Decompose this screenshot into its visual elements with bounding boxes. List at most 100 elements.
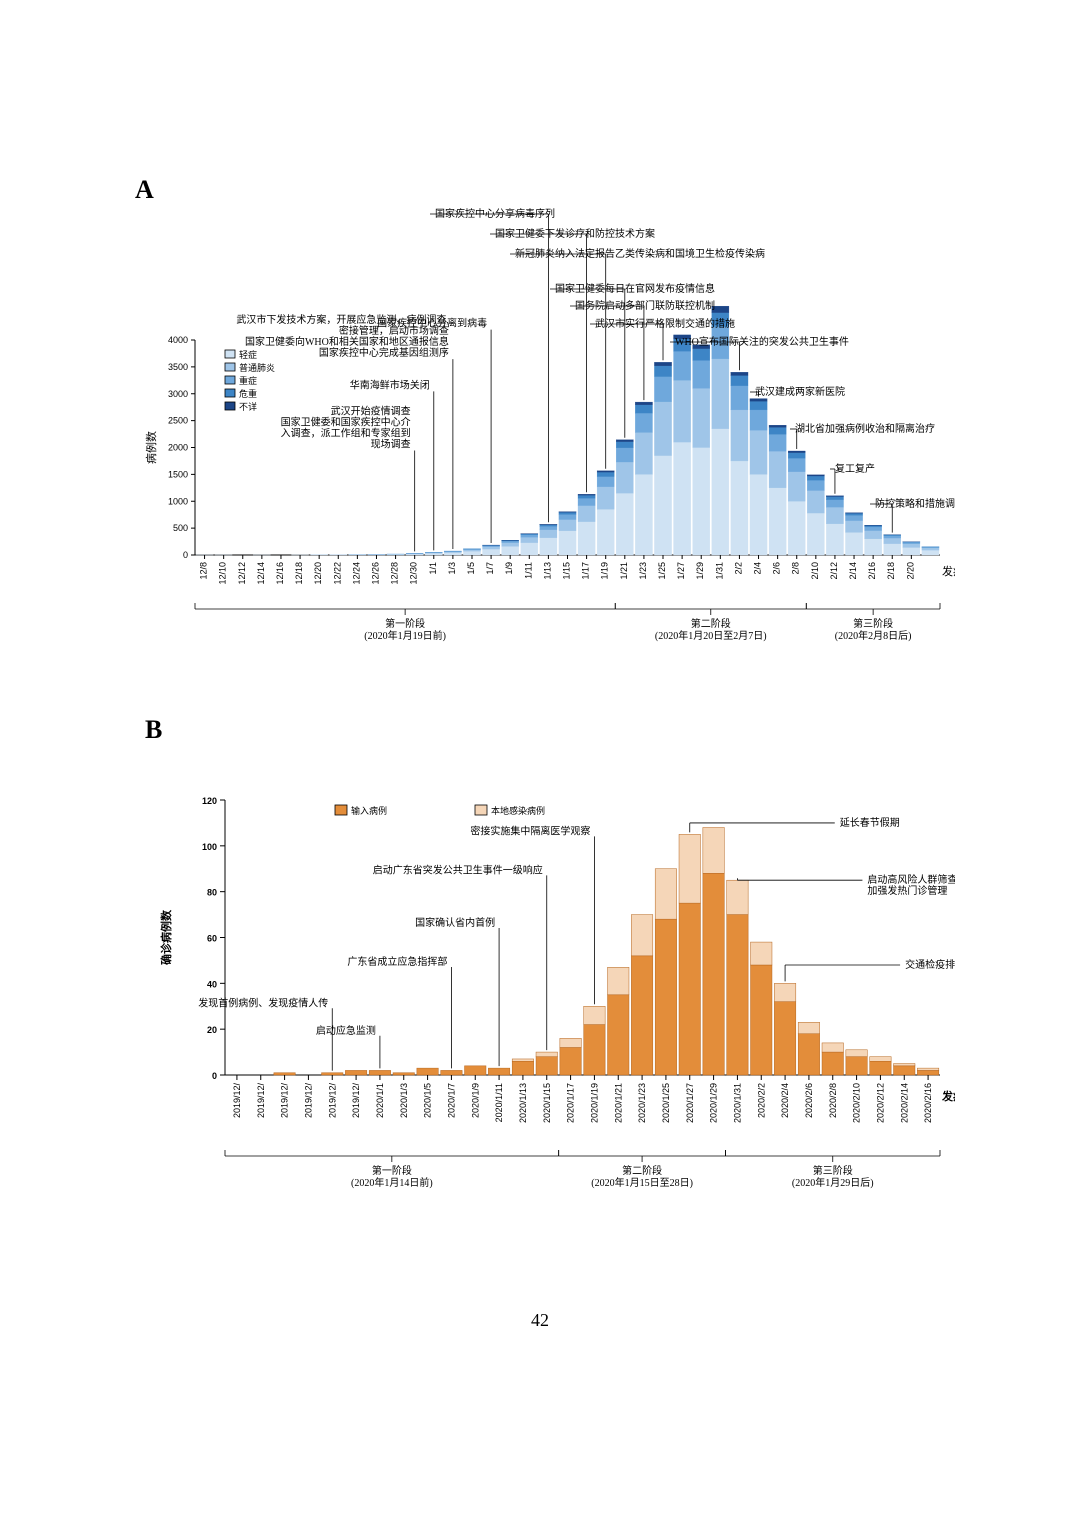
svg-text:确诊病例数: 确诊病例数 [159,909,173,965]
svg-text:0: 0 [183,550,188,560]
svg-text:1/31: 1/31 [714,562,724,580]
svg-text:1500: 1500 [168,469,188,479]
svg-text:湖北省加强病例收治和隔离治疗: 湖北省加强病例收治和隔离治疗 [795,422,935,435]
svg-text:2020/1/3: 2020/1/3 [399,1083,409,1118]
svg-text:2020/2/2: 2020/2/2 [756,1083,766,1118]
svg-text:普通肺炎: 普通肺炎 [239,362,275,373]
svg-text:1/15: 1/15 [562,562,572,580]
svg-text:2020/1/1: 2020/1/1 [375,1083,385,1118]
svg-text:12/24: 12/24 [351,562,361,585]
svg-text:1/21: 1/21 [619,562,629,580]
svg-text:1/7: 1/7 [485,562,495,575]
svg-text:2019/12/: 2019/12/ [280,1083,290,1119]
svg-text:12/30: 12/30 [409,562,419,585]
svg-text:12/10: 12/10 [218,562,228,585]
chart-b: 020406080100120确诊病例数2019/12/2019/12/2019… [135,770,955,1240]
svg-text:国家卫健委和国家疾控中心介: 国家卫健委和国家疾控中心介 [281,416,411,429]
svg-text:入调查，派工作组和专家组到: 入调查，派工作组和专家组到 [281,427,411,440]
svg-text:2020/1/29: 2020/1/29 [709,1083,719,1123]
svg-text:2020/1/15: 2020/1/15 [542,1083,552,1123]
svg-text:国家疾控中心完成基因组测序: 国家疾控中心完成基因组测序 [319,346,449,359]
svg-text:轻症: 轻症 [239,349,257,360]
svg-text:2020/1/21: 2020/1/21 [613,1083,623,1123]
svg-text:国家卫健委向WHO和相关国家和地区通报信息: 国家卫健委向WHO和相关国家和地区通报信息 [245,335,449,348]
svg-text:2/20: 2/20 [905,562,915,580]
svg-text:本地感染病例: 本地感染病例 [491,805,545,816]
svg-text:防控策略和措施调整: 防控策略和措施调整 [875,497,955,510]
svg-text:12/16: 12/16 [275,562,285,585]
svg-text:12/28: 12/28 [390,562,400,585]
svg-text:2020/1/7: 2020/1/7 [446,1083,456,1118]
svg-text:2/18: 2/18 [886,562,896,580]
svg-text:12/14: 12/14 [256,562,266,585]
svg-text:启动应急监测: 启动应急监测 [316,1024,376,1037]
page-number: 42 [531,1310,549,1331]
svg-text:发现首例病例、发现疫情人传: 发现首例病例、发现疫情人传 [198,996,328,1009]
svg-text:1000: 1000 [168,496,188,506]
svg-text:2020/1/31: 2020/1/31 [732,1083,742,1123]
svg-text:1/5: 1/5 [466,562,476,575]
svg-text:2019/12/: 2019/12/ [303,1083,313,1119]
svg-text:2020/2/8: 2020/2/8 [828,1083,838,1118]
panel-b-label: B [145,715,162,745]
svg-text:发病日期: 发病日期 [941,1089,955,1103]
svg-text:2019/12/: 2019/12/ [232,1083,242,1119]
svg-text:延长春节假期: 延长春节假期 [840,816,900,829]
svg-text:第一阶段: 第一阶段 [372,1164,412,1177]
svg-text:2500: 2500 [168,416,188,426]
svg-text:病例数: 病例数 [144,431,158,464]
svg-text:2020/2/4: 2020/2/4 [780,1083,790,1118]
svg-text:120: 120 [202,796,217,806]
svg-text:广东省成立应急指挥部: 广东省成立应急指挥部 [347,955,447,968]
svg-text:2/12: 2/12 [829,562,839,580]
svg-text:国家疾控中心分享病毒序列: 国家疾控中心分享病毒序列 [435,207,555,220]
svg-text:1/29: 1/29 [695,562,705,580]
svg-text:加强发热门诊管理: 加强发热门诊管理 [867,884,947,897]
svg-text:(2020年1月19日前): (2020年1月19日前) [364,629,446,642]
svg-text:2019/12/: 2019/12/ [256,1083,266,1119]
svg-text:12/22: 12/22 [332,562,342,585]
svg-text:3000: 3000 [168,389,188,399]
svg-text:40: 40 [207,979,217,989]
svg-text:WHO宣布国际关注的突发公共卫生事件: WHO宣布国际关注的突发公共卫生事件 [675,335,849,348]
svg-text:(2020年1月20日至2月7日): (2020年1月20日至2月7日) [655,629,767,642]
svg-text:危重: 危重 [239,388,257,399]
svg-text:1/13: 1/13 [542,562,552,580]
page-container: A 05001000150020002500300035004000病例数12/… [0,0,1080,1527]
svg-text:(2020年1月29日后): (2020年1月29日后) [792,1176,874,1189]
svg-text:2020/1/25: 2020/1/25 [661,1083,671,1123]
svg-text:2020/1/13: 2020/1/13 [518,1083,528,1123]
svg-text:2020/1/23: 2020/1/23 [637,1083,647,1123]
svg-text:2020/1/5: 2020/1/5 [423,1083,433,1118]
svg-text:1/9: 1/9 [504,562,514,575]
svg-text:第二阶段: 第二阶段 [622,1164,662,1177]
svg-text:1/27: 1/27 [676,562,686,580]
svg-text:密接实施集中隔离医学观察: 密接实施集中隔离医学观察 [470,824,590,837]
svg-text:1/3: 1/3 [447,562,457,575]
svg-text:12/12: 12/12 [237,562,247,585]
svg-text:2020/2/10: 2020/2/10 [852,1083,862,1123]
svg-text:2/4: 2/4 [753,562,763,575]
svg-text:2019/12/: 2019/12/ [351,1083,361,1119]
svg-text:武汉市实行严格限制交通的措施: 武汉市实行严格限制交通的措施 [595,317,735,330]
svg-text:重症: 重症 [239,375,257,386]
svg-text:2020/2/16: 2020/2/16 [923,1083,933,1123]
svg-text:2000: 2000 [168,443,188,453]
svg-text:2020/1/9: 2020/1/9 [470,1083,480,1118]
svg-text:国家疾控中心分离到病毒: 国家疾控中心分离到病毒 [377,317,487,330]
chart-a: 05001000150020002500300035004000病例数12/81… [135,200,955,670]
svg-text:60: 60 [207,934,217,944]
svg-text:2020/2/14: 2020/2/14 [899,1083,909,1123]
svg-text:输入病例: 输入病例 [351,805,387,816]
svg-text:第三阶段: 第三阶段 [813,1164,853,1177]
svg-text:2020/2/6: 2020/2/6 [804,1083,814,1118]
svg-text:启动高风险人群筛查: 启动高风险人群筛查 [867,873,955,886]
svg-text:第三阶段: 第三阶段 [853,617,893,630]
svg-text:国家确认省内首例: 国家确认省内首例 [415,916,495,929]
svg-text:2020/2/12: 2020/2/12 [875,1083,885,1123]
svg-text:发病日期: 发病日期 [942,564,955,578]
svg-text:1/1: 1/1 [428,562,438,575]
svg-text:(2020年1月14日前): (2020年1月14日前) [351,1176,433,1189]
svg-text:2/10: 2/10 [810,562,820,580]
svg-text:2020/1/19: 2020/1/19 [589,1083,599,1123]
